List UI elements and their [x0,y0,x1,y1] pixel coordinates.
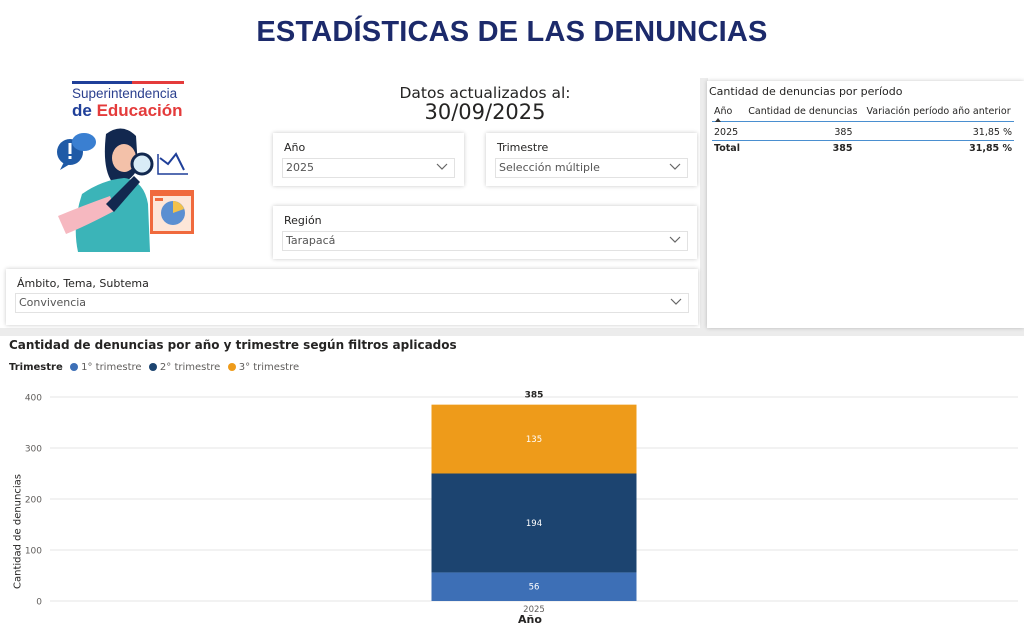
year-dropdown[interactable]: 2025 [282,158,455,178]
table-total-variation: 31,85 % [969,143,1012,154]
y-tick-label: 300 [25,445,42,455]
scope-dropdown[interactable]: Convivencia [15,293,689,313]
chevron-down-icon [670,298,682,305]
legend-item-q3[interactable]: 3° trimestre [227,362,299,373]
chevron-down-icon [669,163,681,170]
update-label: Datos actualizados al: [399,84,571,102]
chart-panel: Cantidad de denuncias por año y trimestr… [0,336,1024,632]
logo-text-line1: Superintendencia [72,86,178,101]
region-slicer: Región Tarapacá [273,206,697,259]
bar-segment[interactable] [431,473,637,573]
chart-legend: Trimestre 1° trimestre 2° trimestre 3° t… [9,362,299,373]
logo-flag-blue [72,81,132,84]
region-dropdown-value: Tarapacá [286,234,336,247]
chart-title: Cantidad de denuncias por año y trimestr… [9,338,457,352]
table-total-label: Total [714,143,740,154]
y-tick-label: 100 [25,547,42,557]
table-total-row: Total 385 31,85 % [712,141,1014,157]
table-cell-year: 2025 [714,127,739,138]
x-tick-label: 2025 [523,605,545,615]
period-table: Año Cantidad de denuncias Variación perí… [712,103,1014,156]
y-tick-label: 400 [25,394,42,404]
region-slicer-label: Región [284,214,322,227]
region-dropdown[interactable]: Tarapacá [282,231,688,251]
bar-segment[interactable] [431,572,637,601]
quarter-slicer: Trimestre Selección múltiple [486,133,697,186]
scope-slicer: Ámbito, Tema, Subtema Convivencia [6,269,698,325]
logo-text-de: de [72,101,97,120]
logo-text-educacion: Educación [96,101,183,120]
y-tick-label: 0 [36,598,42,608]
year-dropdown-value: 2025 [286,161,314,174]
logo-block: Superintendencia de Educación [50,78,200,258]
legend-title: Trimestre [9,362,63,373]
data-label: 194 [526,519,542,529]
year-slicer-label: Año [284,141,306,154]
scope-dropdown-value: Convivencia [19,296,87,309]
update-date: 30/09/2025 [424,100,546,124]
quarter-dropdown[interactable]: Selección múltiple [495,158,688,178]
quarter-dropdown-value: Selección múltiple [499,161,600,174]
legend-marker [227,363,236,371]
table-row: 2025 385 31,85 % [712,122,1014,141]
chevron-down-icon [436,163,448,170]
logo-text-line2: de Educación [72,101,183,121]
x-axis-label: Año [518,613,542,626]
page-title: ESTADÍSTICAS DE LAS DENUNCIAS [256,16,768,48]
legend-marker [148,363,157,371]
total-label: 385 [525,391,544,401]
period-table-panel: Cantidad de denuncias por período Año Ca… [707,81,1024,328]
bar-segment[interactable] [431,404,637,474]
chevron-down-icon [669,236,681,243]
legend-marker [69,363,78,371]
stacked-bar-chart: 0 100 200 300 400 56 194 135 385 2025 [25,391,1018,615]
divider-strip-vertical [700,78,708,330]
table-header-row: Año Cantidad de denuncias Variación perí… [712,103,1014,122]
data-label: 135 [526,435,542,445]
divider-strip [0,328,1024,336]
sort-ascending-icon [715,118,721,122]
y-tick-label: 200 [25,496,42,506]
column-header-variation[interactable]: Variación período año anterior [866,106,1011,117]
table-cell-count: 385 [834,127,853,138]
period-table-title: Cantidad de denuncias por período [709,85,903,98]
legend-item-q1[interactable]: 1° trimestre [69,362,142,373]
scope-slicer-label: Ámbito, Tema, Subtema [17,277,149,290]
data-label: 56 [529,583,540,593]
table-total-count: 385 [832,143,853,154]
legend-item-q2[interactable]: 2° trimestre [148,362,220,373]
quarter-slicer-label: Trimestre [497,141,549,154]
table-cell-variation: 31,85 % [972,127,1012,138]
logo-flag-red [132,81,184,84]
column-header-year[interactable]: Año [712,103,742,122]
year-slicer: Año 2025 [273,133,464,186]
column-header-count[interactable]: Cantidad de denuncias [748,106,858,117]
researcher-illustration-icon [57,128,194,252]
